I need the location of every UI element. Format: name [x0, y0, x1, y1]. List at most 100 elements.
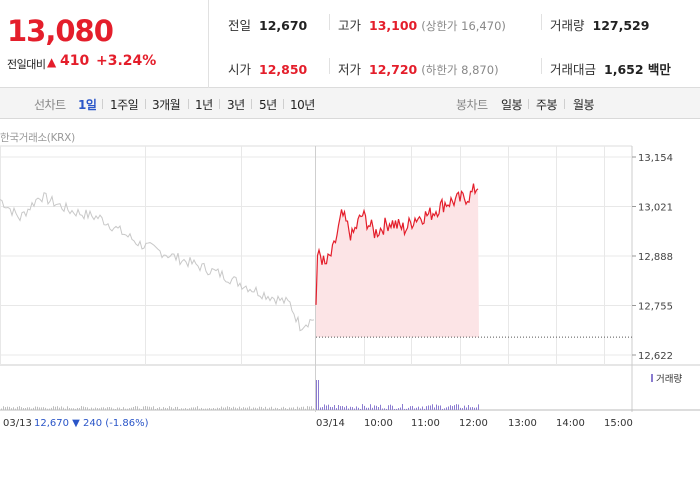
volume-bar	[374, 405, 375, 410]
volume-bar	[7, 406, 8, 410]
volume-bar	[155, 408, 156, 410]
volume-bar	[77, 407, 78, 410]
volume-bar	[65, 408, 66, 410]
volume-bar	[324, 404, 325, 410]
volume-bar	[231, 407, 232, 410]
tab-daily-candle[interactable]: 일봉	[501, 98, 523, 112]
chart-tab-bar: 선차트 1일 1주일 3개월 1년 3년 5년 10년 봉차트 일봉 주봉 월봉	[0, 88, 700, 119]
tab-3-months[interactable]: 3개월	[152, 98, 181, 112]
volume-bar	[452, 406, 453, 410]
high-stat: 고가 13,100 (상한가 16,470)	[338, 15, 506, 34]
volume-bar	[169, 406, 170, 410]
volume-bar	[446, 407, 447, 410]
price-box: 13,080 전일대비 ▲ 410 +3.24%	[0, 0, 209, 88]
volume-bar	[380, 404, 381, 410]
today-area-fill	[316, 183, 479, 338]
volume-bar	[55, 406, 56, 410]
volume-bar	[478, 404, 479, 410]
volume-bar	[332, 407, 333, 410]
volume-bar	[203, 408, 204, 410]
volume-bar	[175, 406, 176, 410]
volume-bar	[215, 408, 216, 410]
volume-bar	[281, 407, 282, 410]
high-value: 13,100	[369, 18, 418, 33]
x-axis-label: 12:00	[459, 418, 488, 429]
tab-monthly-candle[interactable]: 월봉	[573, 98, 595, 112]
volume-bar	[93, 408, 94, 410]
volume-bar	[157, 408, 158, 410]
volume-bar	[344, 407, 345, 410]
volume-bar	[406, 408, 407, 410]
trade-value-stat: 거래대금 1,652 백만	[550, 59, 671, 78]
tab-3-years[interactable]: 3년	[227, 98, 245, 112]
volume-bar	[133, 406, 134, 410]
volume-bar	[279, 408, 280, 410]
x-axis-label: 13:00	[508, 418, 537, 429]
volume-bar	[223, 407, 224, 410]
open-stat: 시가 12,850	[228, 59, 307, 78]
volume-bar	[396, 408, 397, 410]
volume-bar	[273, 408, 274, 410]
volume-bar	[59, 407, 60, 410]
tab-5-years[interactable]: 5년	[259, 98, 277, 112]
low-value: 12,720	[369, 62, 418, 77]
tab-10-years[interactable]: 10년	[290, 98, 315, 112]
upper-limit: (상한가 16,470)	[421, 19, 506, 33]
volume-bar	[141, 408, 142, 410]
volume-bar	[243, 407, 244, 410]
tab-1-week[interactable]: 1주일	[110, 98, 139, 112]
volume-bar	[430, 405, 431, 410]
volume-bar	[364, 405, 365, 410]
y-axis-label: 13,154	[638, 153, 673, 164]
volume-bar	[428, 405, 429, 410]
volume-bar	[211, 408, 212, 410]
volume-bar	[422, 406, 423, 410]
volume-bar	[13, 407, 14, 410]
volume-bar	[33, 407, 34, 410]
volume-bar	[342, 406, 343, 410]
volume-legend-swatch	[651, 374, 653, 382]
volume-bar	[191, 407, 192, 410]
volume-bar	[47, 408, 48, 410]
volume-bar	[320, 407, 321, 410]
volume-bar	[468, 405, 469, 410]
volume-bar	[81, 406, 82, 410]
volume-bar	[326, 405, 327, 410]
volume-bar	[181, 408, 182, 410]
volume-bar	[251, 408, 252, 410]
volume-bar	[51, 407, 52, 410]
volume-bar	[366, 407, 367, 410]
volume-bar	[426, 406, 427, 410]
volume-bar	[149, 406, 150, 410]
x-axis-label: 10:00	[364, 418, 393, 429]
tab-1-year[interactable]: 1년	[195, 98, 213, 112]
volume-bar	[125, 408, 126, 410]
volume-bar	[69, 407, 70, 410]
volume-stat: 거래량 127,529	[550, 15, 649, 34]
volume-bar	[23, 407, 24, 410]
volume-bar	[161, 408, 162, 410]
volume-bar	[147, 406, 148, 410]
volume-bar	[19, 406, 20, 410]
volume-bar	[97, 408, 98, 410]
volume-bar	[159, 407, 160, 410]
prev-day-line	[0, 192, 315, 332]
tab-weekly-candle[interactable]: 주봉	[536, 98, 558, 112]
tab-divider	[528, 99, 529, 109]
volume-bar	[432, 404, 433, 410]
volume-bar	[358, 407, 359, 410]
volume-bar	[3, 406, 4, 410]
volume-bar	[179, 408, 180, 410]
volume-bar	[336, 408, 337, 410]
y-axis-label: 13,021	[638, 203, 673, 214]
volume-bar	[436, 404, 437, 410]
volume-bar	[400, 407, 401, 410]
volume-bar	[289, 407, 290, 410]
volume-value: 127,529	[592, 18, 650, 33]
volume-bar	[101, 407, 102, 410]
tab-1-day[interactable]: 1일	[78, 98, 97, 112]
volume-bar	[233, 406, 234, 410]
volume-bar	[313, 408, 314, 410]
volume-bar	[388, 405, 389, 410]
